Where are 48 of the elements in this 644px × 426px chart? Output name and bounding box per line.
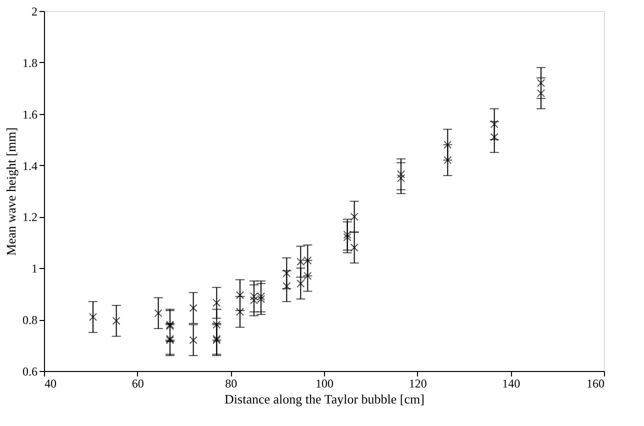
y-tick-label: 2 [32,4,38,18]
point [350,244,358,252]
point [212,298,221,307]
y-tick-label: 1.6 [22,107,38,122]
point [296,280,305,288]
point [343,233,352,242]
y-tick-label: 1.2 [22,210,38,224]
point [250,296,258,304]
point [282,282,291,290]
x-tick-label: 140 [502,376,520,390]
point [444,140,452,149]
y-axis-title: Mean wave height [mm] [4,127,18,256]
point [189,336,198,344]
point [256,294,266,304]
point [350,212,358,221]
x-axis-title: Distance along the Taylor bubble [cm] [224,392,424,406]
x-tick-label: 60 [132,376,144,390]
point [88,312,98,322]
y-tick-label: 0.8 [22,313,38,328]
point [250,292,258,300]
point [296,258,305,266]
point [343,230,352,239]
point [189,304,198,312]
x-tick-label: 120 [408,376,427,390]
x-tick-label: 40 [44,376,56,390]
point [236,308,244,316]
point [236,291,244,300]
point [282,269,291,278]
y-tick-label: 1 [32,262,38,276]
point [396,174,406,182]
point [536,89,546,98]
x-tick-label: 80 [225,376,238,390]
point [444,156,452,164]
point [304,256,312,264]
point [304,272,312,280]
point [490,132,498,142]
x-tick-label: 160 [586,376,604,390]
y-tick-label: 1.4 [22,158,38,173]
y-tick-label: 1.8 [22,56,38,70]
point [396,170,406,178]
point [536,78,546,88]
y-tick-label: 0.6 [22,364,38,378]
point [154,309,162,318]
x-tick-label: 100 [316,376,334,390]
point [256,292,266,300]
point [490,120,498,128]
point [112,316,120,325]
point [212,320,221,329]
